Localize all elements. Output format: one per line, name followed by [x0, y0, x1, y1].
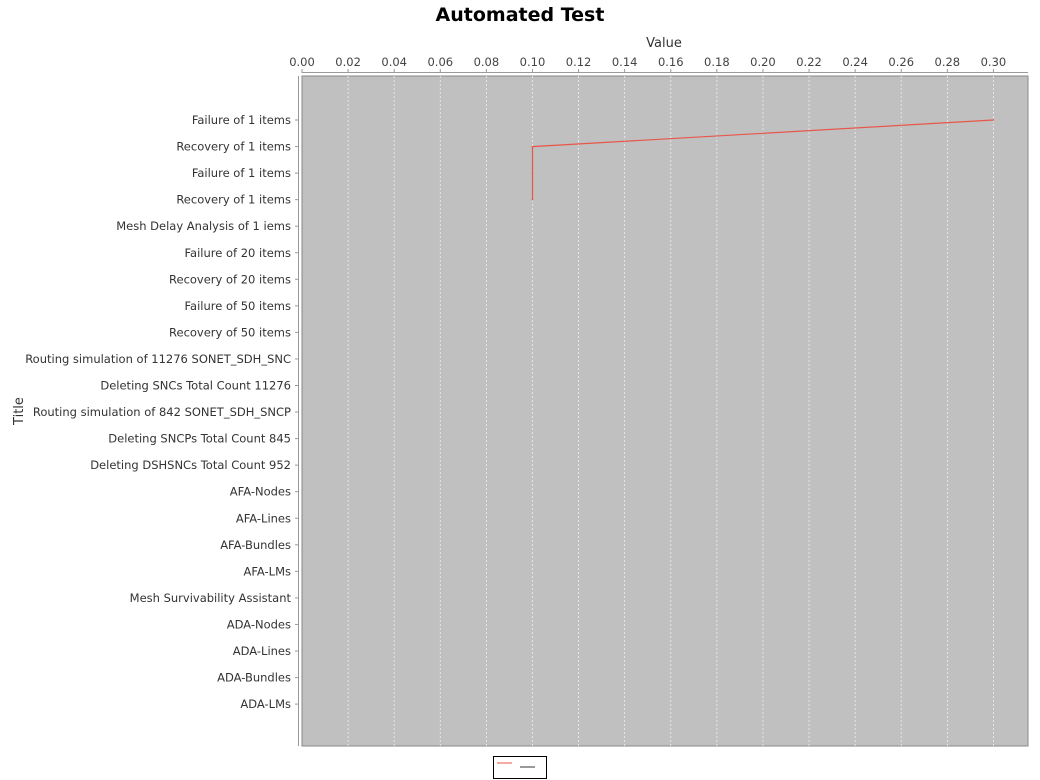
category-label: Recovery of 1 items — [176, 140, 291, 154]
category-label: ADA-Bundles — [217, 671, 291, 685]
category-label: AFA-LMs — [243, 564, 291, 578]
x-tick-label: 0.06 — [427, 55, 453, 69]
plot-area — [301, 75, 1029, 747]
data-point — [992, 119, 995, 121]
x-tick-label: 0.20 — [750, 55, 776, 69]
x-tick-label: 0.28 — [935, 55, 961, 69]
category-label: Deleting DSHSNCs Total Count 952 — [90, 458, 291, 472]
x-tick-label: 0.14 — [612, 55, 638, 69]
category-label: Failure of 50 items — [185, 299, 292, 313]
category-label: Deleting SNCs Total Count 11276 — [100, 379, 291, 393]
category-label: Failure of 1 items — [192, 113, 291, 127]
x-tick-label: 0.30 — [981, 55, 1007, 69]
x-tick-label: 0.04 — [381, 55, 407, 69]
y-axis: Failure of 1 items Recovery of 1 items Fai… — [25, 76, 299, 746]
category-label: Failure of 20 items — [185, 246, 292, 260]
category-label: AFA-Lines — [236, 511, 291, 525]
series-line — [531, 119, 994, 200]
category-label: ADA-LMs — [240, 697, 291, 711]
x-axis-title: Value — [646, 36, 682, 51]
category-label: AFA-Nodes — [230, 485, 291, 499]
category-label: Routing simulation of 11276 SONET_SDH_SN… — [25, 352, 291, 366]
x-tick-label: 0.00 — [289, 55, 315, 69]
chart-title: Automated Test — [436, 4, 605, 26]
x-tick-label: 0.18 — [704, 55, 730, 69]
category-label: Recovery of 20 items — [169, 272, 291, 286]
category-label: Mesh Survivability Assistant — [130, 591, 292, 605]
data-point — [531, 198, 534, 201]
x-tick-label: 0.16 — [658, 55, 684, 69]
x-tick-label: 0.08 — [474, 55, 500, 69]
category-label: ADA-Nodes — [227, 617, 291, 631]
category-label: Routing simulation of 842 SONET_SDH_SNCP — [33, 405, 291, 419]
category-label: AFA-Bundles — [220, 538, 291, 552]
category-label: Recovery of 1 items — [176, 193, 291, 207]
x-tick-label: 0.22 — [796, 55, 822, 69]
data-point — [531, 145, 534, 148]
series-layer — [531, 119, 995, 201]
category-label: Mesh Delay Analysis of 1 iems — [116, 219, 291, 233]
x-tick-label: 0.26 — [888, 55, 914, 69]
category-label: Failure of 1 items — [192, 166, 291, 180]
x-tick-label: 0.02 — [335, 55, 361, 69]
y-axis-title: Title — [12, 397, 27, 426]
legend — [493, 756, 547, 779]
category-label: ADA-Lines — [233, 644, 291, 658]
category-label: Recovery of 50 items — [169, 325, 291, 339]
data-point — [531, 172, 534, 174]
category-label: Deleting SNCPs Total Count 845 — [108, 432, 291, 446]
x-tick-label: 0.24 — [842, 55, 868, 69]
x-tick-label: 0.10 — [520, 55, 546, 69]
x-axis: 0.00 0.02 0.04 0.06 0.08 0.10 0.12 0.14 0.16 0.18… — [289, 55, 1028, 73]
x-tick-label: 0.12 — [566, 55, 592, 69]
